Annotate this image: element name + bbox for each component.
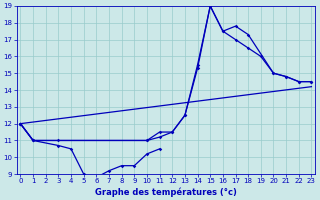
X-axis label: Graphe des températures (°c): Graphe des températures (°c) [95,187,237,197]
